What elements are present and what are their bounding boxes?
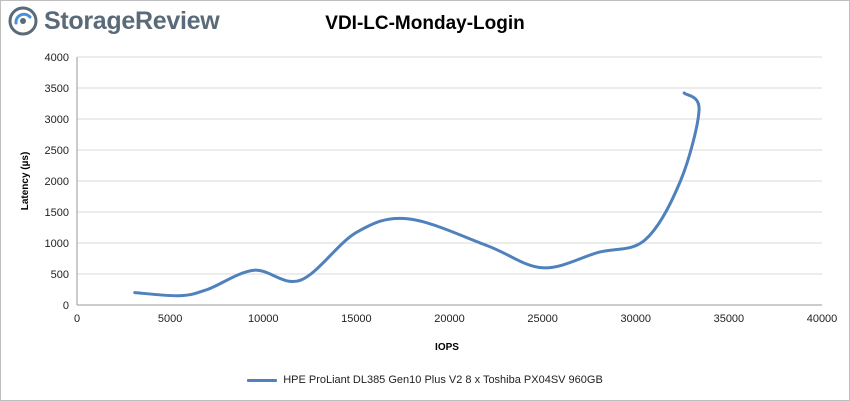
chart-title: VDI-LC-Monday-Login: [325, 13, 525, 34]
x-tick-label: 30000: [620, 313, 651, 325]
x-tick-label: 40000: [807, 313, 838, 325]
series-line: [133, 91, 701, 298]
x-tick-label: 15000: [341, 313, 372, 325]
y-tick-label: 2500: [45, 145, 69, 157]
x-tick-label: 10000: [248, 313, 279, 325]
series-group: [133, 91, 701, 298]
brand-name: StorageReview: [44, 6, 220, 35]
legend-label: HPE ProLiant DL385 Gen10 Plus V2 8 x Tos…: [283, 374, 603, 386]
y-tick-label: 1500: [45, 207, 69, 219]
x-tick-label: 35000: [714, 313, 745, 325]
brand-logo: StorageReview: [8, 4, 220, 38]
x-tick-label: 25000: [527, 313, 558, 325]
y-axis-label: Latency (µs): [20, 152, 31, 211]
x-tick-label: 5000: [158, 313, 182, 325]
legend: HPE ProLiant DL385 Gen10 Plus V2 8 x Tos…: [0, 374, 850, 386]
x-axis-label: IOPS: [435, 342, 459, 353]
gridlines: [77, 56, 822, 275]
y-tick-labels: 0 500 1000 1500 2000 2500 3000 3500 4000: [45, 52, 69, 312]
x-tick-labels: 0 5000 10000 15000 20000 25000 30000 35000 40000: [74, 313, 837, 325]
y-tick-label: 3000: [45, 114, 69, 126]
y-tick-label: 0: [63, 300, 69, 312]
x-tick-label: 20000: [434, 313, 465, 325]
y-tick-label: 3500: [45, 83, 69, 95]
legend-swatch: [247, 378, 278, 382]
axes: [76, 57, 822, 306]
y-tick-label: 1000: [45, 238, 69, 250]
y-tick-label: 4000: [45, 52, 69, 64]
y-tick-label: 500: [51, 269, 69, 281]
storagereview-logo-icon: [8, 6, 38, 36]
y-tick-label: 2000: [45, 176, 69, 188]
x-tick-label: 0: [74, 313, 80, 325]
